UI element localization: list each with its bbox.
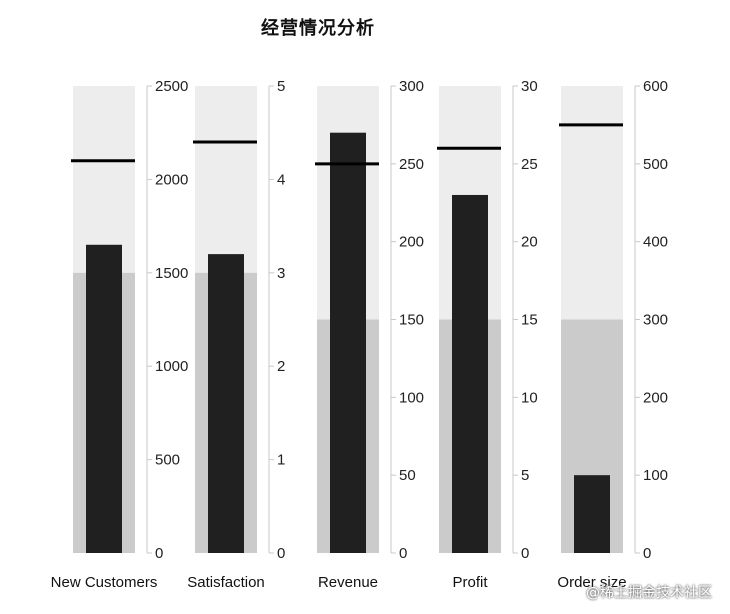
y-tick-label: 5 [277, 78, 285, 95]
y-tick-label: 1500 [155, 265, 188, 282]
y-tick-label: 0 [521, 545, 529, 562]
range-band-high [73, 86, 135, 273]
y-tick-label: 250 [399, 156, 424, 173]
value-bar [452, 194, 488, 553]
chart-title: 经营情况分析 [261, 18, 375, 39]
y-tick-label: 500 [643, 156, 668, 173]
y-tick-label: 150 [399, 312, 424, 329]
y-tick-label: 2000 [155, 171, 188, 188]
y-tick-label: 50 [399, 467, 416, 484]
y-tick-label: 25 [521, 156, 538, 173]
value-bar [86, 244, 122, 553]
y-tick-label: 30 [521, 78, 538, 95]
y-tick-label: 1 [277, 452, 285, 469]
y-tick-label: 600 [643, 78, 668, 95]
y-tick-label: 0 [277, 545, 285, 562]
category-label: New Customers [51, 574, 158, 591]
range-band-high [561, 86, 623, 320]
y-tick-label: 1000 [155, 358, 188, 375]
y-tick-label: 0 [399, 545, 407, 562]
y-tick-label: 300 [643, 312, 668, 329]
category-label: Revenue [318, 574, 378, 591]
watermark: @稀土掘金技术社区 [586, 585, 712, 601]
y-tick-label: 4 [277, 171, 285, 188]
y-tick-label: 0 [155, 545, 163, 562]
y-tick-label: 10 [521, 389, 538, 406]
y-tick-label: 2500 [155, 78, 188, 95]
y-tick-label: 100 [643, 467, 668, 484]
range-band-high [195, 86, 257, 273]
value-bar [574, 475, 610, 553]
y-tick-label: 100 [399, 389, 424, 406]
category-label: Satisfaction [187, 574, 265, 591]
y-tick-label: 0 [643, 545, 651, 562]
y-tick-label: 5 [521, 467, 529, 484]
y-tick-label: 300 [399, 78, 424, 95]
y-tick-label: 500 [155, 452, 180, 469]
y-tick-label: 3 [277, 265, 285, 282]
category-label: Profit [452, 574, 488, 591]
y-tick-label: 20 [521, 234, 538, 251]
y-tick-label: 400 [643, 234, 668, 251]
y-tick-label: 200 [399, 234, 424, 251]
y-tick-label: 15 [521, 312, 538, 329]
value-bar [208, 254, 244, 553]
value-bar [330, 132, 366, 553]
y-tick-label: 2 [277, 358, 285, 375]
y-tick-label: 200 [643, 389, 668, 406]
category-label: Order size [557, 574, 626, 591]
